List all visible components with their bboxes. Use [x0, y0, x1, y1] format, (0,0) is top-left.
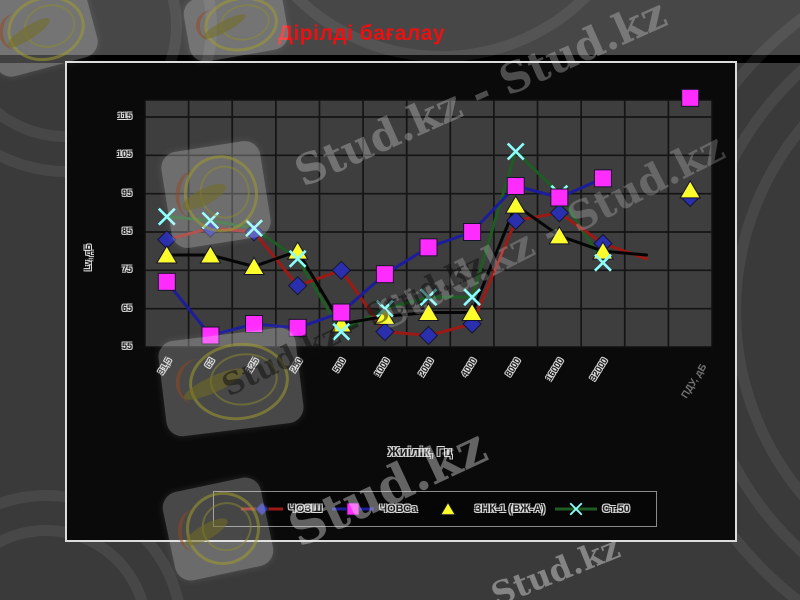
y-tick-label: 115 — [117, 111, 132, 121]
watermark-logo-icon — [159, 138, 273, 251]
y-axis-title: Lv, дБ — [83, 243, 93, 271]
y-tick-label: 85 — [121, 226, 132, 236]
y-tick-label: 75 — [121, 264, 132, 275]
chart-legend: ЧОЗШ ЧОВСа ЗНК-1 (ВЖ-А) Ст.50 — [213, 491, 657, 527]
watermark-logo-icon — [159, 474, 277, 584]
square-marker-icon — [346, 502, 360, 516]
triangle-marker-icon — [440, 501, 457, 516]
legend-label: ЗНК-1 (ВЖ-А) — [474, 503, 546, 515]
diamond-marker-icon — [254, 501, 270, 517]
legend-item: ЧОЗШ — [240, 501, 322, 517]
legend-label: ЧОВСа — [379, 503, 418, 515]
x-marker-icon — [569, 502, 583, 516]
legend-marker-sample-icon — [427, 501, 470, 516]
y-tick-label: 95 — [121, 187, 132, 198]
legend-marker-sample-icon — [332, 502, 375, 516]
x-axis-title: Жиілік, Гц — [387, 444, 453, 459]
y-tick-label: 65 — [121, 302, 132, 313]
legend-item: ЗНК-1 (ВЖ-А) — [426, 501, 545, 517]
legend-label: ЧОЗШ — [288, 503, 323, 515]
y-tick-label: 105 — [116, 149, 132, 160]
legend-marker-sample-icon — [241, 501, 284, 517]
slide-divider-band — [0, 55, 800, 63]
y-tick-label: 55 — [121, 341, 132, 351]
slide-title: Дірілді бағалау — [278, 22, 446, 45]
legend-label: Ст.50 — [602, 503, 630, 515]
legend-item: Ст.50 — [554, 501, 630, 517]
legend-marker-sample-icon — [555, 502, 598, 516]
legend-item: ЧОВСа — [331, 501, 417, 517]
